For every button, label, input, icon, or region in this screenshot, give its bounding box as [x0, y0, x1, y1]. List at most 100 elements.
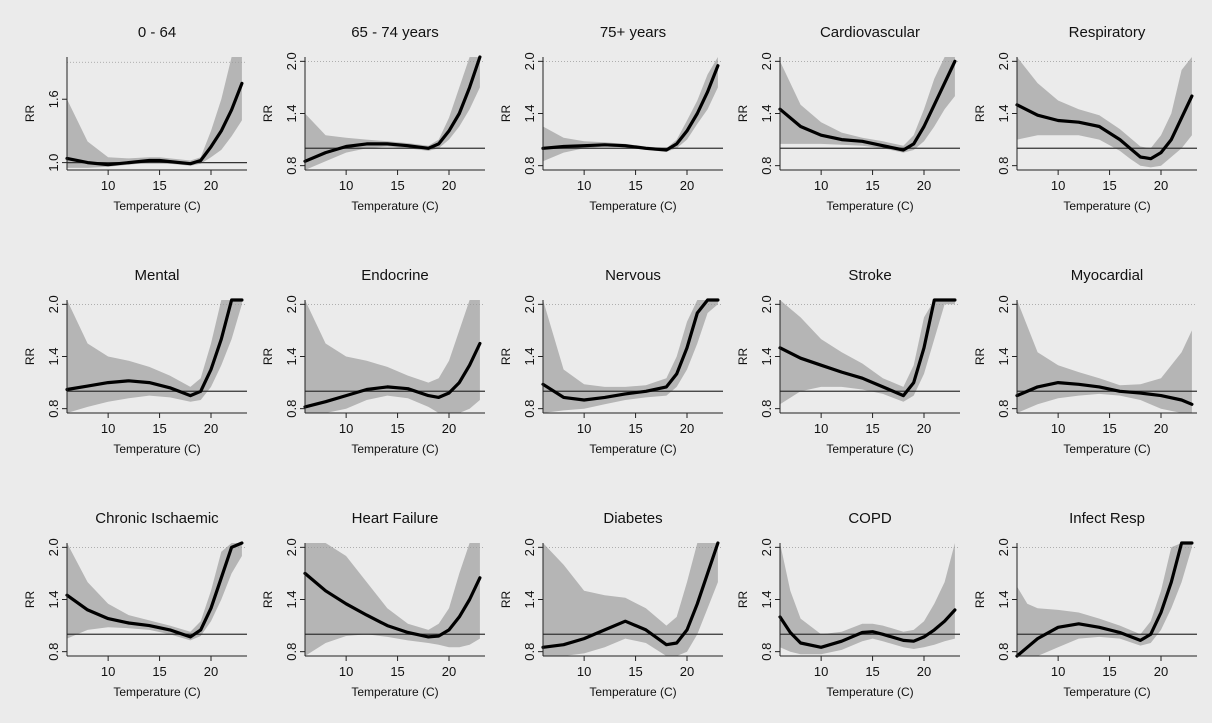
y-tick-label: 0.8	[284, 157, 299, 175]
x-tick-label: 15	[1102, 421, 1116, 436]
x-tick-label: 10	[101, 421, 115, 436]
y-tick-label: 1.4	[284, 104, 299, 122]
x-tick-label: 15	[390, 664, 404, 679]
x-axis-label: Temperature (C)	[826, 199, 913, 213]
x-axis-label: Temperature (C)	[113, 442, 200, 456]
series-line	[778, 59, 957, 152]
x-tick-label: 15	[152, 421, 166, 436]
x-tick-label: 20	[917, 664, 931, 679]
confidence-band	[543, 57, 718, 162]
x-tick-label: 20	[1154, 178, 1168, 193]
y-tick-label: 2.0	[522, 538, 537, 556]
confidence-band	[780, 57, 955, 153]
x-tick-label: 10	[814, 421, 828, 436]
x-axis-label: Temperature (C)	[113, 685, 200, 699]
series-line	[778, 608, 957, 649]
y-tick-label: 2.0	[759, 295, 774, 313]
y-axis-label: RR	[973, 591, 987, 609]
x-tick-label: 15	[865, 178, 879, 193]
confidence-band	[780, 543, 955, 655]
y-tick-label: 0.8	[759, 643, 774, 661]
x-tick-label: 20	[917, 178, 931, 193]
x-tick-label: 15	[628, 421, 642, 436]
series-line	[541, 298, 720, 402]
y-axis-label: RR	[261, 591, 275, 609]
y-tick-label: 2.0	[996, 538, 1011, 556]
x-tick-label: 15	[1102, 178, 1116, 193]
x-axis-label: Temperature (C)	[1063, 199, 1150, 213]
x-axis-label: Temperature (C)	[589, 685, 676, 699]
x-axis-label: Temperature (C)	[1063, 442, 1150, 456]
y-tick-label: 1.4	[522, 104, 537, 122]
y-tick-label: 1.4	[759, 347, 774, 365]
panel-title: Cardiovascular	[820, 24, 920, 41]
confidence-band	[67, 543, 242, 641]
y-tick-label: 1.4	[759, 590, 774, 608]
series-line	[1015, 94, 1194, 161]
y-tick-label: 2.0	[759, 538, 774, 556]
series-line	[541, 541, 720, 649]
confidence-band	[67, 57, 242, 168]
x-tick-label: 10	[339, 664, 353, 679]
y-tick-label: 1.4	[522, 347, 537, 365]
panel-title: Myocardial	[1071, 267, 1144, 284]
x-tick-label: 20	[917, 421, 931, 436]
x-axis-label: Temperature (C)	[589, 199, 676, 213]
x-tick-label: 10	[577, 178, 591, 193]
y-tick-label: 2.0	[522, 295, 537, 313]
x-axis-label: Temperature (C)	[351, 199, 438, 213]
y-tick-label: 1.4	[522, 590, 537, 608]
y-axis-label: RR	[736, 348, 750, 366]
confidence-band	[543, 543, 718, 656]
confidence-band	[543, 300, 718, 413]
panel-title: 65 - 74 years	[351, 24, 439, 41]
confidence-band	[780, 300, 955, 405]
y-tick-label: 0.8	[46, 643, 61, 661]
x-tick-label: 10	[1051, 178, 1065, 193]
panel-title: 0 - 64	[138, 24, 176, 41]
y-axis-label: RR	[736, 591, 750, 609]
panel-title: Infect Resp	[1069, 510, 1145, 527]
confidence-band	[305, 57, 480, 170]
confidence-band	[1017, 300, 1192, 413]
panel-title: Stroke	[848, 267, 891, 284]
series-line	[1015, 381, 1194, 406]
y-tick-label: 2.0	[759, 52, 774, 70]
confidence-band	[305, 300, 480, 413]
series-line	[1015, 541, 1194, 658]
confidence-band	[305, 543, 480, 656]
series-line	[303, 571, 482, 639]
y-tick-label: 2.0	[996, 295, 1011, 313]
panel-title: COPD	[848, 510, 892, 527]
x-tick-label: 20	[1154, 664, 1168, 679]
x-tick-label: 20	[680, 421, 694, 436]
x-tick-label: 15	[628, 178, 642, 193]
x-tick-label: 10	[814, 178, 828, 193]
x-tick-label: 15	[1102, 664, 1116, 679]
x-tick-label: 20	[680, 664, 694, 679]
x-axis-label: Temperature (C)	[1063, 685, 1150, 699]
series-line	[65, 81, 244, 167]
y-axis-label: RR	[23, 348, 37, 366]
y-tick-label: 2.0	[46, 538, 61, 556]
x-tick-label: 15	[390, 178, 404, 193]
y-tick-label: 1.4	[46, 347, 61, 365]
y-tick-label: 1.4	[284, 590, 299, 608]
y-axis-label: RR	[736, 105, 750, 123]
y-tick-label: 2.0	[522, 52, 537, 70]
x-tick-label: 20	[1154, 421, 1168, 436]
y-axis-label: RR	[23, 591, 37, 609]
x-axis-label: Temperature (C)	[351, 442, 438, 456]
y-axis-label: RR	[499, 105, 513, 123]
y-tick-label: 0.8	[284, 643, 299, 661]
y-tick-label: 1.0	[46, 154, 61, 172]
y-axis-label: RR	[261, 348, 275, 366]
panel-title: Nervous	[605, 267, 661, 284]
panel-title: Respiratory	[1069, 24, 1146, 41]
x-tick-label: 10	[339, 421, 353, 436]
y-tick-label: 0.8	[284, 400, 299, 418]
x-tick-label: 20	[204, 421, 218, 436]
x-tick-label: 15	[865, 421, 879, 436]
x-tick-label: 10	[339, 178, 353, 193]
